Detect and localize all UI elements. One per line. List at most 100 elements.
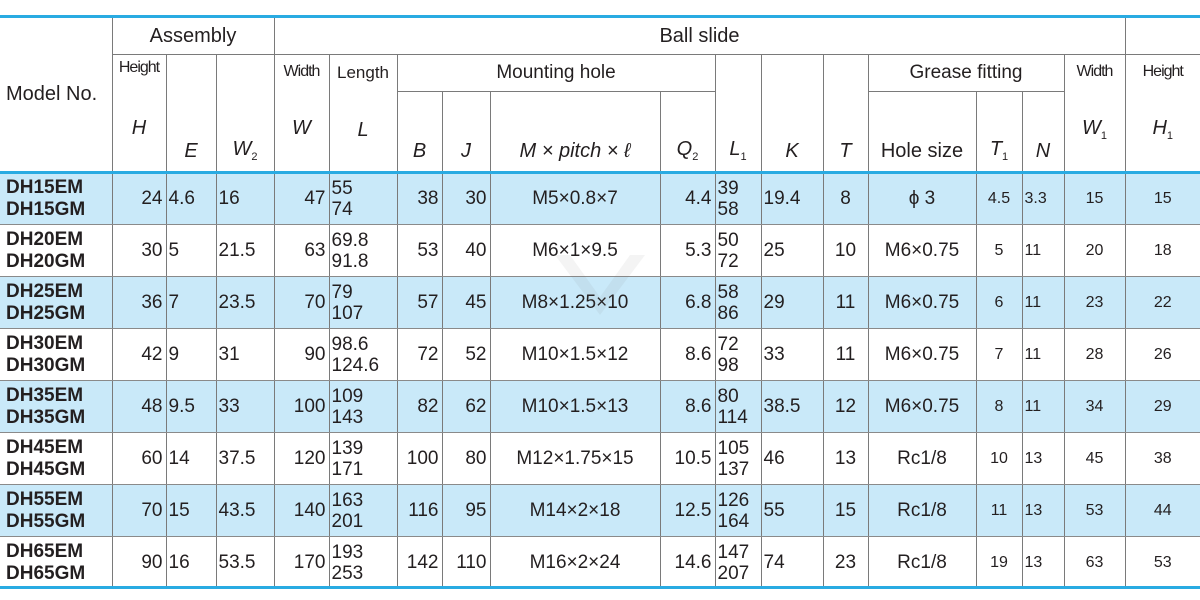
cell-l: 55 74 bbox=[328, 171, 397, 225]
cell-q2: 5.3 bbox=[659, 224, 715, 277]
header-sym-w1: W1 bbox=[1065, 117, 1125, 142]
bottom-rule bbox=[0, 586, 1200, 589]
cell-j: 80 bbox=[441, 432, 490, 485]
cell-hole-size: Rc1/8 bbox=[867, 432, 976, 485]
cell-w: 63 bbox=[273, 224, 329, 277]
cell-h: 60 bbox=[111, 432, 166, 485]
sym-t-text: T bbox=[839, 140, 852, 162]
cell-l1-line: 72 bbox=[717, 333, 739, 355]
cell-l: 98.6 124.6 bbox=[328, 328, 397, 381]
model-number: DH35GM bbox=[6, 406, 86, 428]
cell-l1-line: 72 bbox=[717, 250, 739, 272]
header-ball-slide: Ball slide bbox=[273, 18, 1125, 55]
cell-t: 11 bbox=[822, 328, 868, 381]
header-sym-h: H bbox=[113, 117, 166, 140]
cell-hole-size: M6×0.75 bbox=[867, 380, 976, 433]
cell-l1: 126 164 bbox=[714, 484, 761, 537]
cell-l1-line: 114 bbox=[717, 406, 748, 428]
cell-l1-line: 80 bbox=[717, 385, 739, 407]
cell-l1-line: 98 bbox=[717, 354, 739, 376]
model-number: DH35EM bbox=[6, 384, 84, 406]
cell-l-line: 55 bbox=[331, 178, 353, 199]
header-sym-b: B bbox=[396, 91, 442, 173]
cell-e: 15 bbox=[165, 484, 216, 537]
sym-j-text: J bbox=[461, 140, 471, 162]
cell-model: DH45EM DH45GM bbox=[0, 432, 112, 485]
cell-t1: 11 bbox=[975, 484, 1022, 537]
cell-w2: 23.5 bbox=[215, 276, 274, 329]
cell-l1: 72 98 bbox=[714, 328, 761, 381]
cell-b: 82 bbox=[396, 380, 442, 433]
model-number: DH25EM bbox=[6, 280, 84, 302]
table-row: DH45EM DH45GM 60 14 37.5 120 139 171 100 80 M12×1.… bbox=[0, 432, 1200, 485]
cell-k: 74 bbox=[760, 536, 823, 589]
sym-e-text: E bbox=[184, 140, 198, 162]
cell-h1: 29 bbox=[1124, 380, 1200, 433]
cell-l1-line: 50 bbox=[717, 229, 739, 251]
cell-l-line: 74 bbox=[331, 199, 353, 220]
cell-q2: 8.6 bbox=[659, 380, 715, 433]
model-number: DH55EM bbox=[6, 488, 84, 510]
cell-t1: 7 bbox=[975, 328, 1022, 381]
cell-l-line: 201 bbox=[331, 510, 364, 532]
cell-k: 19.4 bbox=[760, 171, 823, 225]
cell-h1: 38 bbox=[1124, 432, 1200, 485]
cell-l1-line: 58 bbox=[717, 281, 739, 303]
header-width-rail-label: Width bbox=[1076, 63, 1114, 80]
cell-h: 36 bbox=[111, 276, 166, 329]
cell-l-line: 109 bbox=[331, 385, 364, 407]
cell-e: 5 bbox=[165, 224, 216, 277]
cell-m: M16×2×24 bbox=[489, 536, 660, 589]
cell-hole-size: Rc1/8 bbox=[867, 484, 976, 537]
model-number: DH45EM bbox=[6, 436, 84, 458]
cell-l-line: 107 bbox=[331, 302, 364, 324]
cell-b: 100 bbox=[396, 432, 442, 485]
cell-m: M10×1.5×12 bbox=[489, 328, 660, 381]
cell-l: 109 143 bbox=[328, 380, 397, 433]
header-hole-size: Hole size bbox=[867, 91, 976, 173]
cell-b: 116 bbox=[396, 484, 442, 537]
cell-h: 70 bbox=[111, 484, 166, 537]
model-number: DH20EM bbox=[6, 228, 84, 250]
sym-t1-text: T bbox=[989, 138, 1003, 160]
header-sym-w: W bbox=[275, 117, 329, 140]
cell-l1: 58 86 bbox=[714, 276, 761, 329]
cell-n: 11 bbox=[1021, 224, 1064, 277]
table-row: DH15EM DH15GM 24 4.6 16 47 55 74 38 30 M5×0.8×7 4.4… bbox=[0, 171, 1200, 225]
sym-q2-text: Q bbox=[676, 138, 693, 160]
cell-k: 29 bbox=[760, 276, 823, 329]
cell-h: 90 bbox=[111, 536, 166, 589]
header-grease-fitting: Grease fitting bbox=[867, 54, 1064, 92]
sym-h-text: H bbox=[131, 117, 147, 139]
cell-w2: 31 bbox=[215, 328, 274, 381]
cell-model: DH30EM DH30GM bbox=[0, 328, 112, 381]
header-height: Height H bbox=[111, 54, 166, 173]
cell-q2: 10.5 bbox=[659, 432, 715, 485]
cell-l1-line: 39 bbox=[717, 178, 739, 199]
cell-w: 90 bbox=[273, 328, 329, 381]
cell-w: 47 bbox=[273, 171, 329, 225]
header-sym-n: N bbox=[1021, 91, 1064, 173]
cell-w2: 16 bbox=[215, 171, 274, 225]
cell-h1: 26 bbox=[1124, 328, 1200, 381]
cell-w1: 63 bbox=[1063, 536, 1125, 589]
cell-hole-size: Rc1/8 bbox=[867, 536, 976, 589]
cell-w1: 23 bbox=[1063, 276, 1125, 329]
cell-b: 53 bbox=[396, 224, 442, 277]
cell-n: 13 bbox=[1021, 432, 1064, 485]
table-row: DH20EM DH20GM 30 5 21.5 63 69.8 91.8 53 40 M6×1×9.… bbox=[0, 224, 1200, 277]
header-width-rail: Width W1 bbox=[1063, 54, 1125, 173]
cell-t: 15 bbox=[822, 484, 868, 537]
sym-w1-sub: 1 bbox=[1100, 130, 1107, 142]
cell-e: 7 bbox=[165, 276, 216, 329]
sym-m-text: M × pitch × ℓ bbox=[519, 140, 631, 162]
cell-w1: 34 bbox=[1063, 380, 1125, 433]
cell-q2: 4.4 bbox=[659, 171, 715, 225]
sym-l1-text: L bbox=[729, 138, 741, 160]
cell-e: 9 bbox=[165, 328, 216, 381]
cell-h: 30 bbox=[111, 224, 166, 277]
cell-b: 142 bbox=[396, 536, 442, 589]
cell-h1: 18 bbox=[1124, 224, 1200, 277]
cell-l1-line: 126 bbox=[717, 489, 750, 511]
cell-j: 62 bbox=[441, 380, 490, 433]
